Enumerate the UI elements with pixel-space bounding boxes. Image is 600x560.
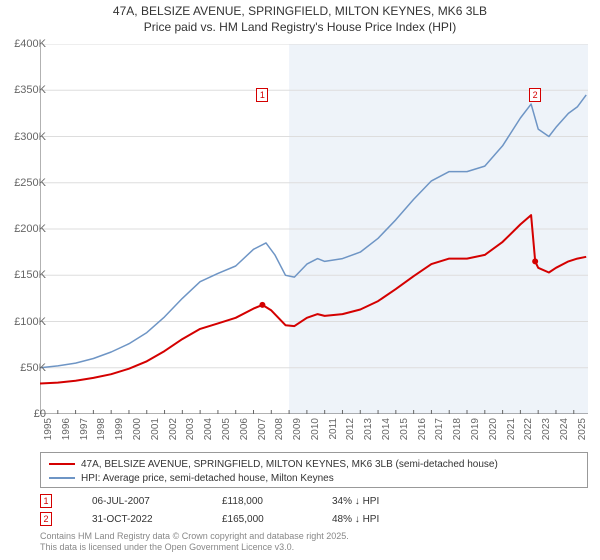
x-tick-label: 2005 xyxy=(221,418,232,440)
y-tick-label: £250K xyxy=(14,177,46,189)
y-tick-label: £300K xyxy=(14,131,46,143)
title-subtitle: Price paid vs. HM Land Registry's House … xyxy=(0,20,600,36)
sale-delta: 48% ↓ HPI xyxy=(332,514,379,525)
x-tick-label: 2015 xyxy=(399,418,410,440)
legend-swatch xyxy=(49,477,75,479)
x-tick-label: 2011 xyxy=(328,418,339,440)
legend: 47A, BELSIZE AVENUE, SPRINGFIELD, MILTON… xyxy=(40,452,588,488)
y-tick-label: £400K xyxy=(14,38,46,50)
x-tick-label: 2010 xyxy=(310,418,321,440)
y-tick-label: £50K xyxy=(20,362,46,374)
x-tick-label: 2012 xyxy=(345,418,356,440)
legend-item-hpi: HPI: Average price, semi-detached house,… xyxy=(49,471,579,485)
legend-swatch xyxy=(49,463,75,465)
y-tick-label: £350K xyxy=(14,84,46,96)
x-tick-label: 2004 xyxy=(203,418,214,440)
x-tick-label: 2013 xyxy=(363,418,374,440)
x-tick-label: 2007 xyxy=(257,418,268,440)
x-tick-label: 2017 xyxy=(434,418,445,440)
x-tick-label: 1998 xyxy=(96,418,107,440)
x-tick-label: 2023 xyxy=(541,418,552,440)
price-chart xyxy=(40,44,588,414)
x-tick-label: 2025 xyxy=(577,418,588,440)
x-tick-label: 2003 xyxy=(185,418,196,440)
sale-marker-on-chart: 1 xyxy=(256,88,268,102)
y-tick-label: £100K xyxy=(14,316,46,328)
sale-marker-icon: 1 xyxy=(40,494,52,508)
legend-item-property: 47A, BELSIZE AVENUE, SPRINGFIELD, MILTON… xyxy=(49,457,579,471)
sale-row: 2 31-OCT-2022 £165,000 48% ↓ HPI xyxy=(40,510,588,528)
x-tick-label: 2016 xyxy=(417,418,428,440)
attribution: Contains HM Land Registry data © Crown c… xyxy=(40,531,349,554)
x-tick-label: 1995 xyxy=(43,418,54,440)
sale-marker-icon: 2 xyxy=(40,512,52,526)
y-tick-label: £150K xyxy=(14,269,46,281)
y-tick-label: £200K xyxy=(14,223,46,235)
x-tick-label: 2014 xyxy=(381,418,392,440)
sales-table: 1 06-JUL-2007 £118,000 34% ↓ HPI 2 31-OC… xyxy=(40,492,588,528)
sale-marker-on-chart: 2 xyxy=(529,88,541,102)
x-tick-label: 1997 xyxy=(79,418,90,440)
x-tick-label: 2024 xyxy=(559,418,570,440)
x-tick-label: 2000 xyxy=(132,418,143,440)
x-tick-label: 2020 xyxy=(488,418,499,440)
x-tick-label: 2019 xyxy=(470,418,481,440)
sale-row: 1 06-JUL-2007 £118,000 34% ↓ HPI xyxy=(40,492,588,510)
x-tick-label: 2008 xyxy=(274,418,285,440)
attribution-line: This data is licensed under the Open Gov… xyxy=(40,542,349,553)
x-tick-label: 2021 xyxy=(506,418,517,440)
x-tick-label: 2001 xyxy=(150,418,161,440)
legend-label: HPI: Average price, semi-detached house,… xyxy=(81,473,334,484)
x-tick-label: 2022 xyxy=(523,418,534,440)
sale-delta: 34% ↓ HPI xyxy=(332,496,379,507)
chart-title: 47A, BELSIZE AVENUE, SPRINGFIELD, MILTON… xyxy=(0,0,600,35)
sale-date: 06-JUL-2007 xyxy=(92,496,182,507)
x-tick-label: 2002 xyxy=(168,418,179,440)
legend-label: 47A, BELSIZE AVENUE, SPRINGFIELD, MILTON… xyxy=(81,459,498,470)
x-tick-label: 2009 xyxy=(292,418,303,440)
attribution-line: Contains HM Land Registry data © Crown c… xyxy=(40,531,349,542)
title-address: 47A, BELSIZE AVENUE, SPRINGFIELD, MILTON… xyxy=(0,4,600,20)
x-tick-label: 1996 xyxy=(61,418,72,440)
x-tick-label: 2006 xyxy=(239,418,250,440)
sale-price: £118,000 xyxy=(222,496,292,507)
x-tick-label: 1999 xyxy=(114,418,125,440)
x-tick-label: 2018 xyxy=(452,418,463,440)
sale-date: 31-OCT-2022 xyxy=(92,514,182,525)
sale-price: £165,000 xyxy=(222,514,292,525)
